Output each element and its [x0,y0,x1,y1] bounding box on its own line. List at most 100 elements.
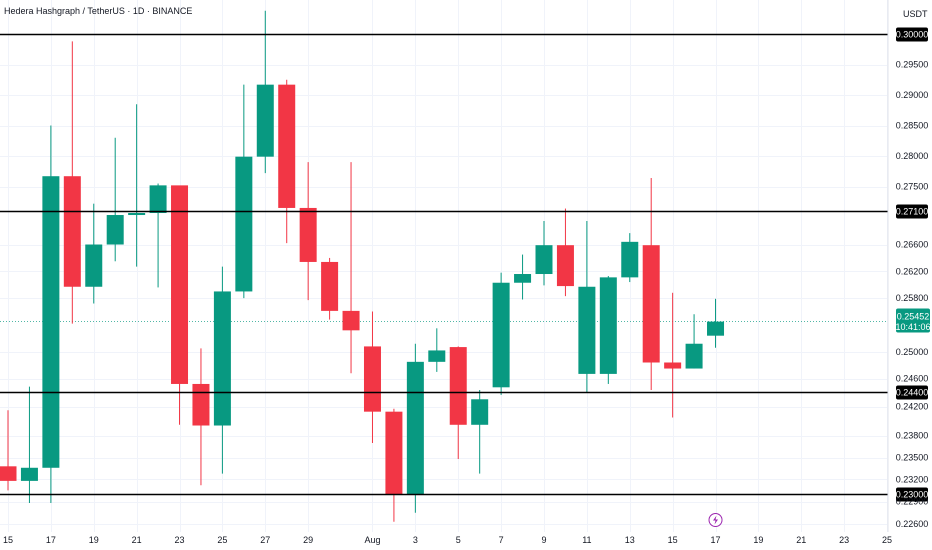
x-tick-label: Aug [364,535,380,545]
candle-body [342,310,360,331]
x-tick-label: 15 [668,535,678,545]
candle-body [85,244,103,287]
candle [63,41,81,324]
candle [149,183,167,288]
level-tag [896,27,928,42]
candle [556,208,574,297]
candle-body [385,411,403,494]
y-tick-label: 0.29500 [896,60,929,70]
x-tick-label: 29 [303,535,313,545]
y-tick-label: 0.28500 [896,121,929,131]
candle [128,104,146,267]
candle [707,298,725,348]
current-price-tag [896,308,930,333]
y-tick-label: 0.24600 [896,374,929,384]
candle-body [20,467,38,481]
candle-body [556,245,574,287]
x-tick-label: 5 [456,535,461,545]
candle [0,410,17,491]
candle [471,389,489,474]
candle [192,348,210,486]
candle-body [535,245,553,275]
level-tag [896,385,928,400]
candle-body [235,156,253,292]
x-tick-label: 21 [796,535,806,545]
y-tick-label: 0.26200 [896,266,929,276]
candle-body [406,361,424,494]
candle-body [0,466,17,481]
current-price-label: 0.25452 [897,312,930,322]
y-tick-label: 0.25000 [896,347,929,357]
x-tick-label: 17 [46,535,56,545]
candle [20,386,38,503]
interval: 1D [132,6,145,16]
y-tick-label: 0.23800 [896,431,929,441]
candle-body [256,84,274,157]
candle [106,137,124,262]
candle [235,84,253,299]
price-axis[interactable]: 0.29500 0.29000 0.28500 0.28000 0.27500 0.266… [895,60,930,529]
candle [621,233,639,283]
candle [599,276,617,384]
x-tick-label: 25 [882,535,892,545]
x-tick-label: 11 [582,535,591,545]
candle-body [192,383,210,426]
candle-body [128,213,146,216]
candle-body [449,347,467,425]
chart-title: Hedera Hashgraph / TetherUS · 1D · BINAN… [4,6,192,16]
candle-body [428,350,446,362]
candle-body [578,286,596,374]
candle [85,203,103,304]
x-tick-label: 23 [839,535,849,545]
y-tick-label: 0.24200 [896,402,929,412]
candle [685,314,703,369]
lightning-bolt-icon[interactable] [708,513,723,527]
x-tick-label: 17 [711,535,721,545]
candle-body [707,321,725,336]
candle-body [642,245,660,363]
candles [0,10,725,522]
candle-body [299,207,317,262]
candle [406,343,424,513]
lightning-bolt-glyph [713,515,719,525]
candle-body [363,346,381,412]
x-tick-label: 9 [541,535,546,545]
candle-body [63,176,81,287]
candle [535,221,553,286]
candle-body [213,291,231,426]
candle [342,162,360,374]
candle [385,408,403,522]
candle-body [106,215,124,245]
countdown-label: 10:41:06 [895,322,930,332]
candle [492,272,510,395]
candle-body [149,185,167,214]
candle-body [599,277,617,374]
candle-body [664,362,682,369]
x-tick-label: 21 [132,535,142,545]
candle [449,346,467,460]
candle [278,79,296,244]
candle-body [685,343,703,369]
title-separator: · [124,6,133,16]
candle [321,257,339,320]
candle-body [492,282,510,388]
time-axis[interactable]: 15 17 19 21 23 25 27 29 Aug 3 5 7 9 11 13 15 17 19 21 23 25 [3,535,892,545]
candle-body [471,399,489,425]
x-tick-label: 19 [89,535,99,545]
candle [363,311,381,443]
y-tick-label: 0.26600 [896,240,929,250]
x-tick-label: 23 [175,535,185,545]
candle [42,125,60,503]
level-tag [896,204,928,219]
x-tick-label: 15 [3,535,13,545]
exchange: BINANCE [152,6,193,16]
y-tick-label: 0.27500 [896,182,929,192]
title-separator: · [144,6,153,16]
currency-label[interactable]: USDT [903,9,928,19]
level-tag-text: 0.27100 [896,207,929,217]
y-tick-label: 0.23200 [896,474,929,484]
candle [299,162,317,301]
y-tick-label: 0.28000 [896,151,929,161]
candle [213,266,231,474]
